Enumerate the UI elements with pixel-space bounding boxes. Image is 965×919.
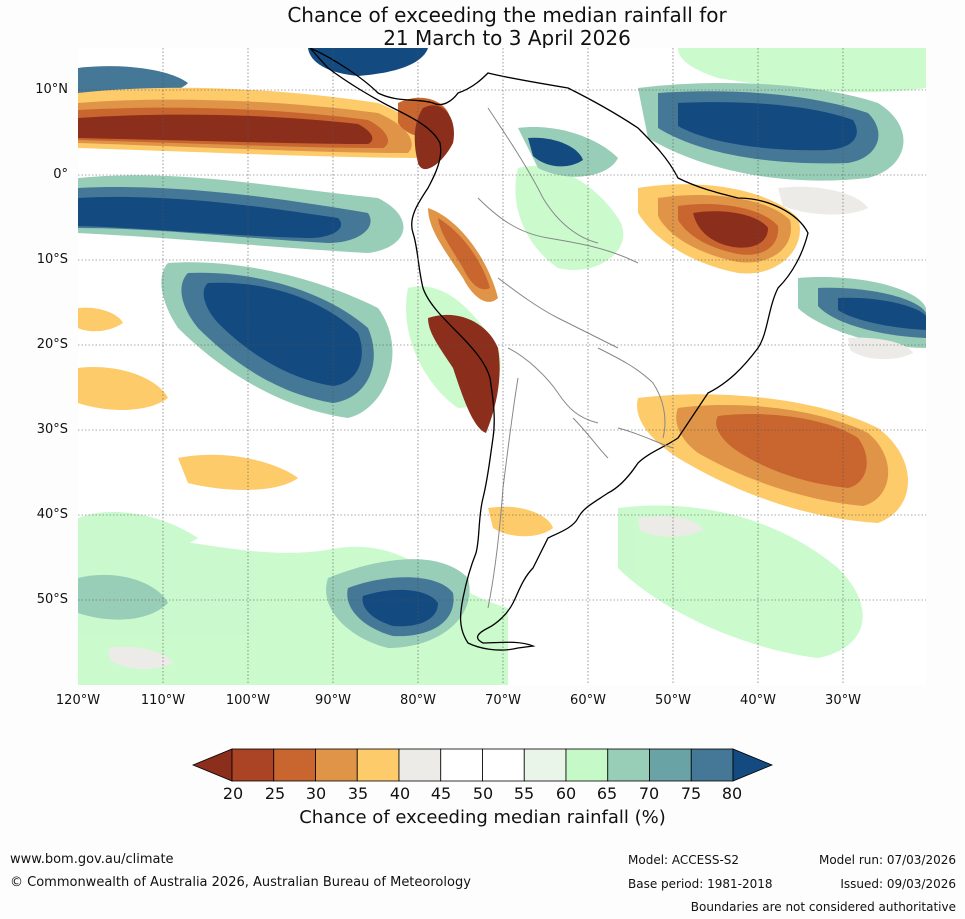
colorbar-cell-50-55 <box>482 748 525 782</box>
colorbar-tick-75: 75 <box>680 784 702 803</box>
country-borders <box>477 107 674 609</box>
colorbar-cell-60-65 <box>565 748 609 782</box>
colorbar-tick-80: 80 <box>721 784 743 803</box>
lon-label-50w: 50°W <box>655 693 691 708</box>
lon-label-110w: 110°W <box>140 693 186 708</box>
lat-label-40s: 40°S <box>36 507 68 522</box>
south-america-coastline <box>309 48 809 651</box>
probability-field-dark-blue <box>78 48 926 627</box>
colorbar-cell-20-25 <box>231 748 275 782</box>
map-title: Chance of exceeding the median rainfall … <box>0 4 965 50</box>
lat-label-0: 0° <box>53 167 68 182</box>
colorbar-tick-40: 40 <box>389 784 411 803</box>
map-canvas <box>78 48 926 685</box>
footer-disclaimer: Boundaries are not considered authoritat… <box>690 900 956 914</box>
footer-website[interactable]: www.bom.gov.au/climate <box>10 852 174 867</box>
colorbar-tick-70: 70 <box>638 784 660 803</box>
colorbar-tick-65: 65 <box>596 784 618 803</box>
colorbar-cell-30-35 <box>315 748 358 782</box>
title-line-2: 21 March to 3 April 2026 <box>383 26 631 50</box>
colorbar-tick-60: 60 <box>555 784 577 803</box>
colorbar-cell-55-60 <box>523 748 567 782</box>
footer-issued: Issued: 09/03/2026 <box>840 877 956 891</box>
lon-label-100w: 100°W <box>225 693 271 708</box>
colorbar-tick-35: 35 <box>347 784 369 803</box>
colorbar-tick-25: 25 <box>264 784 286 803</box>
footer-model-run: Model run: 07/03/2026 <box>818 853 956 867</box>
colorbar-cell-25-30 <box>273 748 316 782</box>
colorbar-tick-30: 30 <box>305 784 327 803</box>
lon-label-60w: 60°W <box>570 693 606 708</box>
colorbar-extend-high <box>732 748 774 782</box>
colorbar-cells <box>231 748 734 782</box>
colorbar-cell-65-70 <box>607 748 650 782</box>
lon-label-30w: 30°W <box>825 693 861 708</box>
lon-label-40w: 40°W <box>740 693 776 708</box>
colorbar-label: Chance of exceeding median rainfall (%) <box>299 807 666 828</box>
colorbar-extend-low <box>192 748 233 782</box>
footer-model: Model: ACCESS-S2 <box>628 853 740 867</box>
lat-label-50s: 50°S <box>36 592 68 607</box>
colorbar-tick-20: 20 <box>222 784 244 803</box>
probability-field-brown <box>78 105 768 433</box>
lon-label-90w: 90°W <box>315 693 351 708</box>
title-line-1: Chance of exceeding the median rainfall … <box>287 3 727 27</box>
colorbar <box>192 748 774 782</box>
lat-label-10s: 10°S <box>36 252 68 267</box>
lon-label-120w: 120°W <box>55 693 101 708</box>
colorbar-cell-40-45 <box>398 748 442 782</box>
footer-copyright: © Commonwealth of Australia 2026, Austra… <box>10 875 471 890</box>
probability-field-grey <box>108 186 913 670</box>
lat-label-20s: 20°S <box>36 337 68 352</box>
footer-base-period: Base period: 1981-2018 <box>628 877 773 891</box>
colorbar-cell-45-50 <box>440 748 483 782</box>
lat-label-30s: 30°S <box>36 422 68 437</box>
rainfall-map <box>78 48 926 685</box>
lat-label-10n: 10°N <box>35 82 68 97</box>
colorbar-cell-70-75 <box>649 748 692 782</box>
lon-label-80w: 80°W <box>400 693 436 708</box>
colorbar-cell-35-40 <box>356 748 400 782</box>
colorbar-tick-45: 45 <box>430 784 452 803</box>
colorbar-tick-55: 55 <box>513 784 535 803</box>
graticule <box>78 48 926 685</box>
colorbar-tick-50: 50 <box>472 784 494 803</box>
colorbar-cell-75-80 <box>690 748 734 782</box>
lon-label-70w: 70°W <box>485 693 521 708</box>
